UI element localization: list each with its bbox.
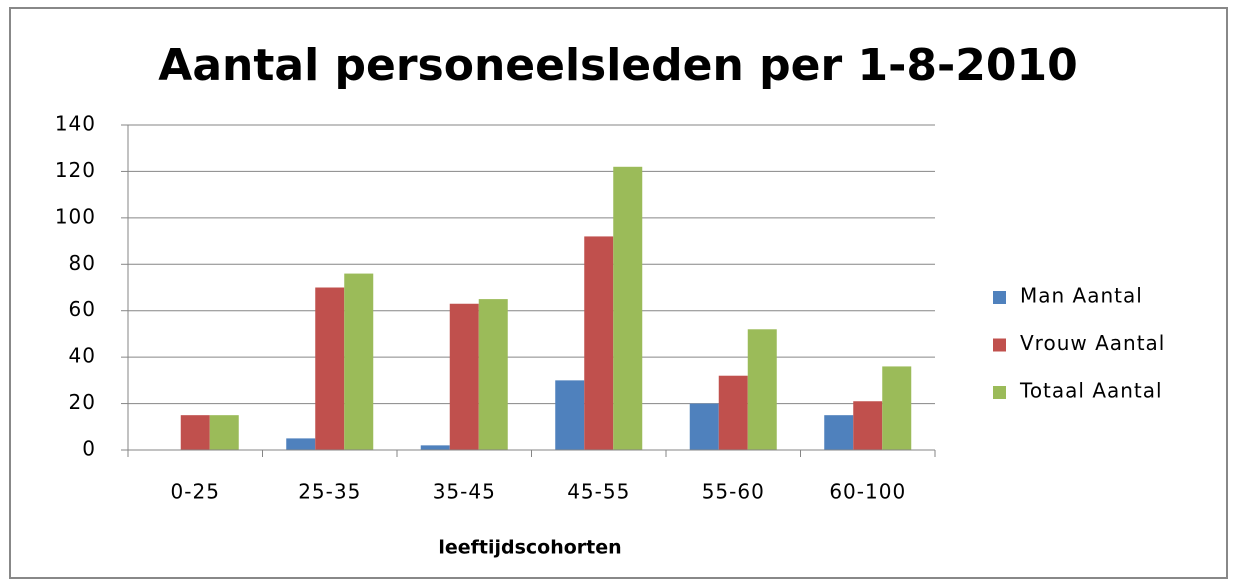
legend-swatch: [993, 386, 1006, 399]
y-tick-label: 140: [55, 112, 96, 136]
bar: [747, 329, 777, 450]
x-tick-label: 25-35: [298, 480, 361, 504]
bar: [824, 415, 854, 450]
legend-label: Man Aantal: [1020, 284, 1143, 308]
y-tick-label: 100: [55, 204, 96, 228]
bar: [180, 415, 210, 450]
bar: [449, 303, 479, 450]
x-tick-label: 55-60: [702, 480, 765, 504]
legend-label: Totaal Aantal: [1019, 379, 1163, 403]
x-tick-label: 0-25: [171, 480, 220, 504]
legend-swatch: [993, 291, 1006, 304]
x-axis-label: leeftijdscohorten: [438, 537, 621, 559]
bar: [584, 236, 614, 450]
bar: [420, 445, 450, 450]
legend-swatch: [993, 338, 1006, 352]
bar: [344, 273, 374, 450]
y-tick-label: 20: [69, 390, 96, 414]
bar: [555, 380, 585, 450]
x-tick-label: 60-100: [829, 480, 906, 504]
x-tick-label: 35-45: [433, 480, 496, 504]
y-tick-label: 120: [55, 158, 96, 182]
y-tick-label: 60: [69, 297, 96, 321]
bar: [478, 299, 508, 450]
bar: [718, 375, 748, 450]
bar: [882, 366, 912, 450]
bar: [853, 401, 883, 450]
bar: [689, 403, 719, 450]
legend-label: Vrouw Aantal: [1020, 331, 1165, 355]
bar: [209, 415, 239, 450]
y-tick-label: 0: [82, 437, 96, 461]
x-tick-label: 45-55: [567, 480, 630, 504]
chart-title: Aantal personeelsleden per 1-8-2010: [158, 40, 1077, 91]
y-tick-label: 80: [69, 251, 96, 275]
bar: [315, 287, 345, 450]
bar: [286, 438, 316, 450]
y-tick-label: 40: [69, 344, 96, 368]
bar: [613, 166, 643, 451]
